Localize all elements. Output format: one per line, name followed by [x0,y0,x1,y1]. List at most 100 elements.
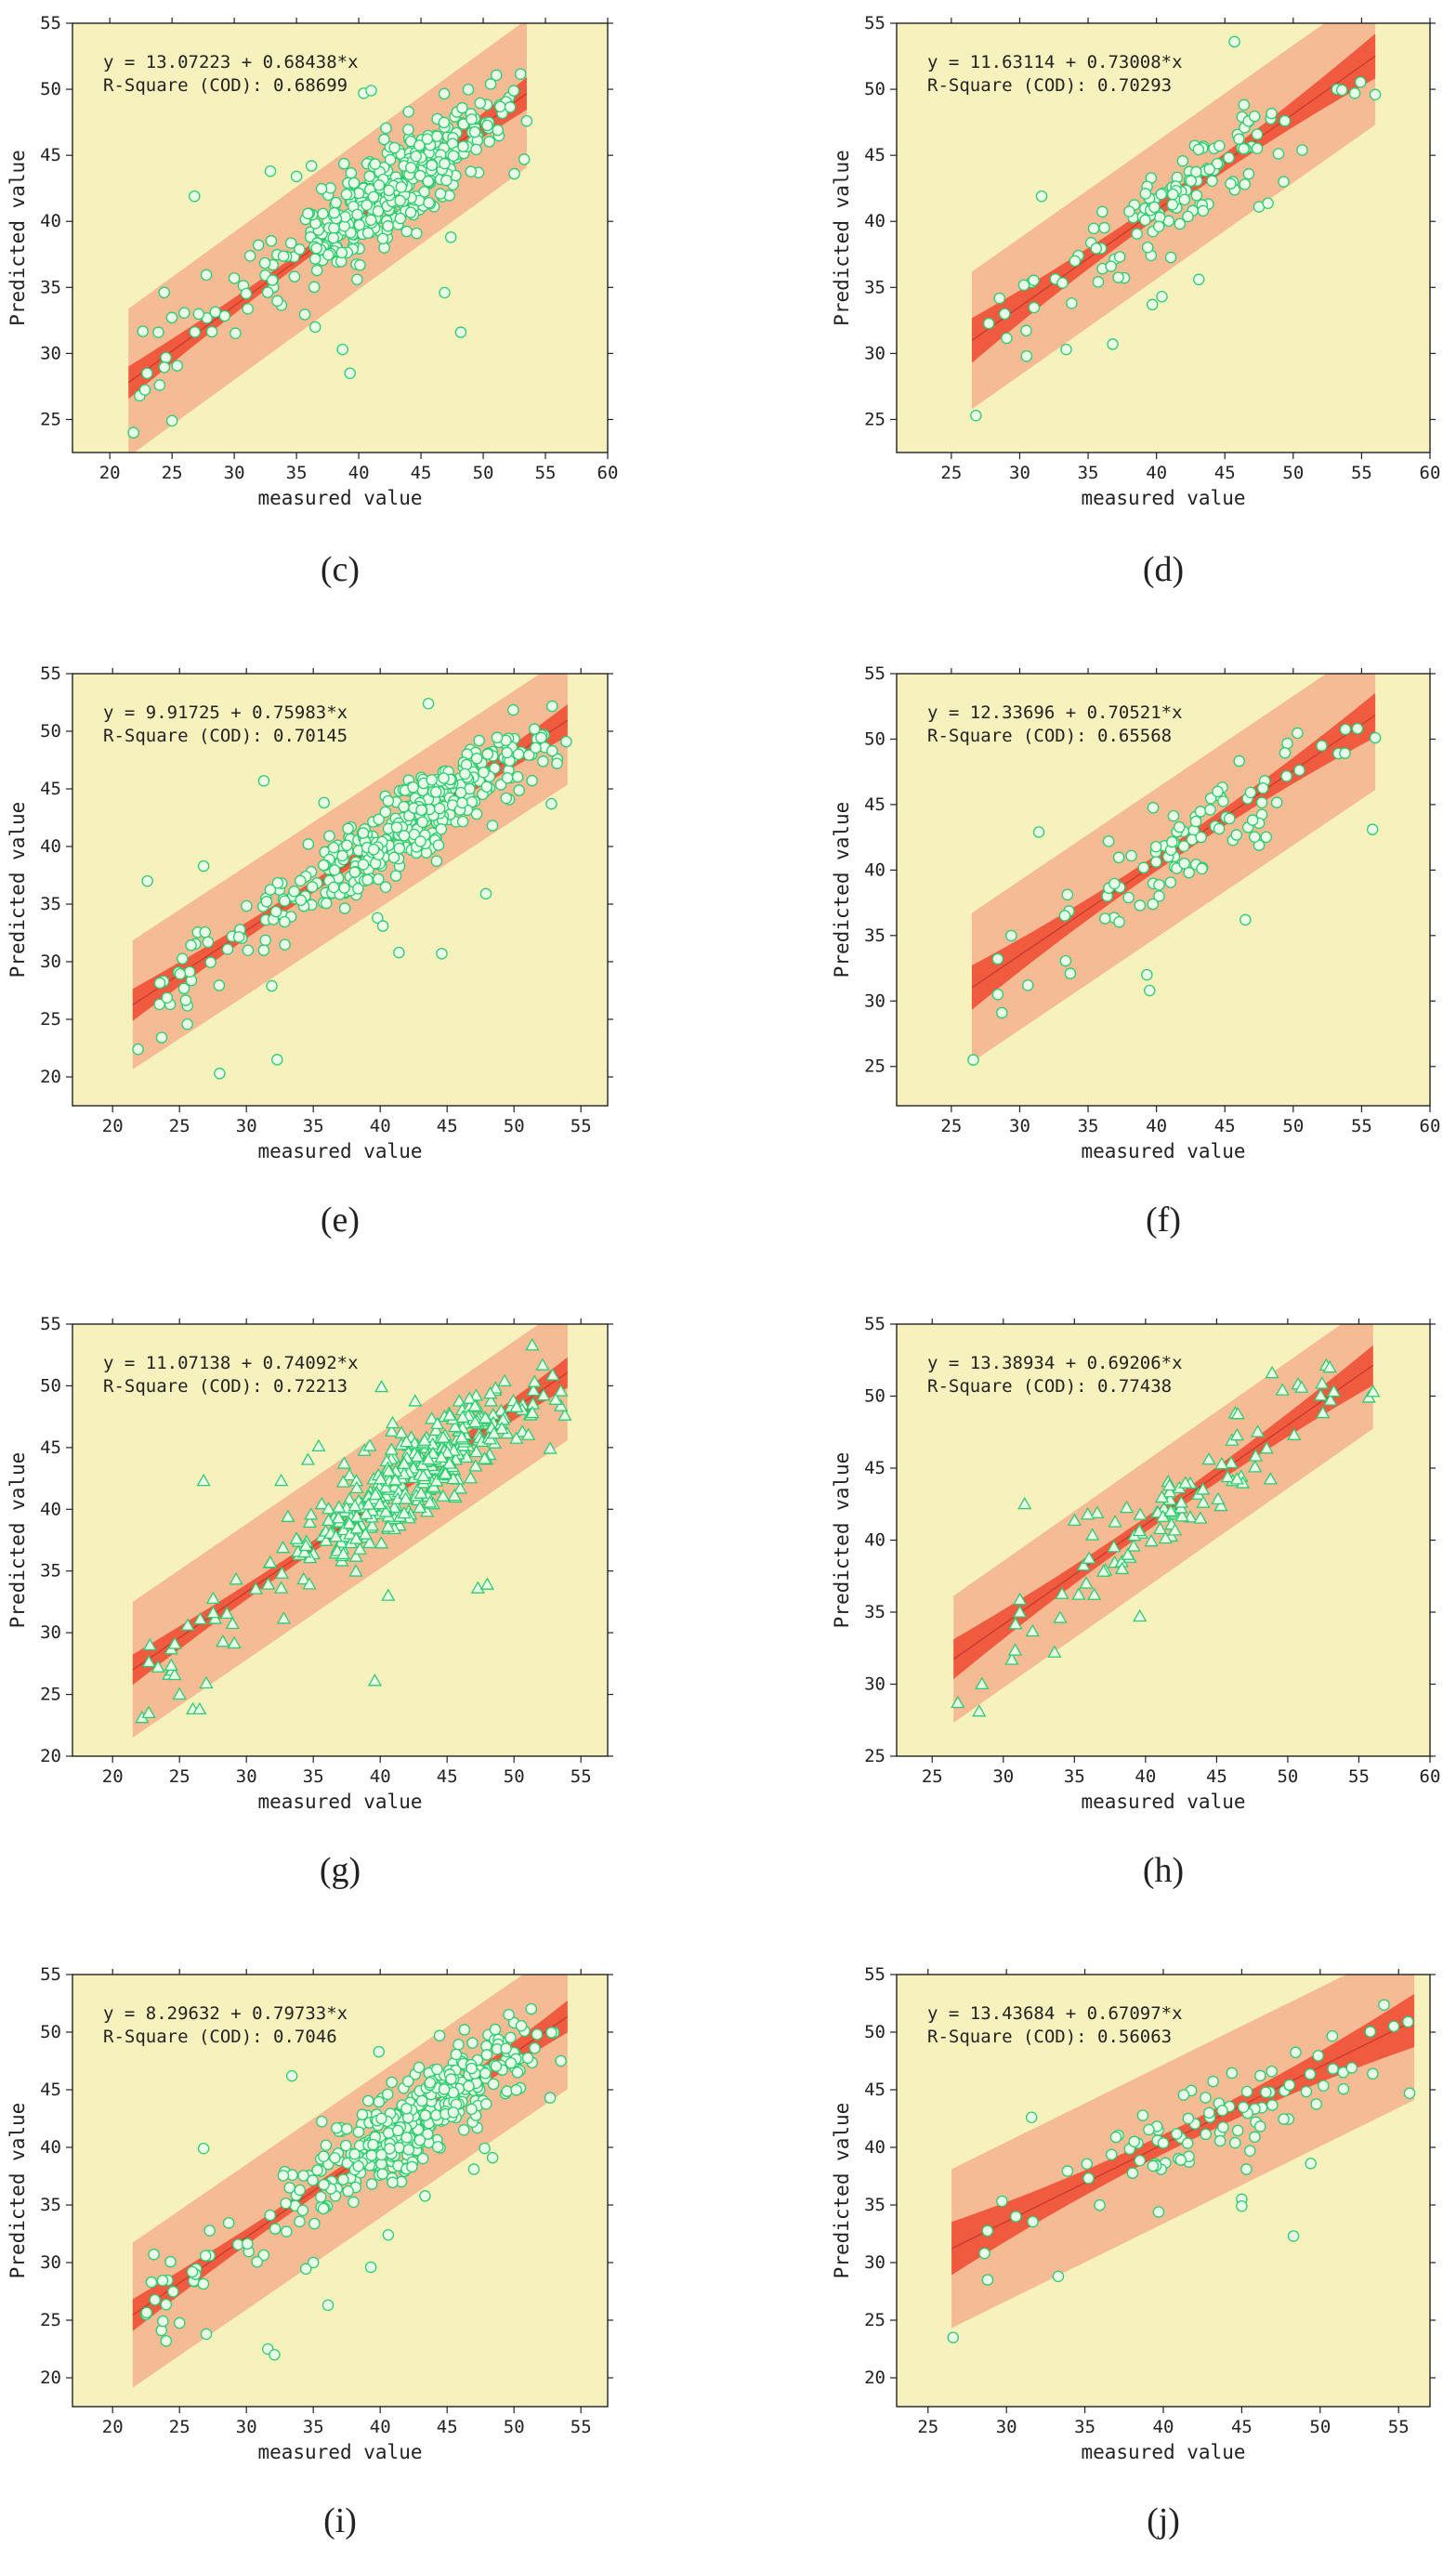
data-point [1348,87,1361,99]
y-axis-label: Predicted value [831,2103,853,2279]
data-point [375,2112,387,2125]
data-point [1279,114,1292,127]
data-point [138,384,151,396]
x-tick-label: 55 [1351,1116,1372,1136]
data-point [1197,204,1210,217]
data-point [478,1411,493,1424]
y-tick-label: 45 [40,779,61,799]
data-point [482,1385,498,1399]
data-point [321,1513,336,1527]
data-point [436,948,448,960]
data-point [417,1433,432,1446]
data-point [1013,1592,1028,1606]
y-tick-label: 55 [40,1314,61,1334]
data-point [1166,198,1179,211]
data-point [423,1495,438,1508]
data-point [205,1591,221,1605]
data-point [1259,1441,1274,1454]
data-point [1131,228,1143,240]
data-point [432,839,445,851]
data-point [991,988,1004,1001]
data-point [1147,802,1160,814]
data-point [536,1387,551,1401]
data-point [344,367,356,379]
y-tick-label: 55 [40,663,61,684]
data-point [202,936,215,949]
data-point [328,206,341,219]
data-point [196,1473,211,1487]
data-point [1153,879,1165,891]
data-point [1213,139,1226,152]
data-point [299,2263,312,2276]
data-point [438,772,450,784]
data-point [553,1384,569,1397]
y-tick-label: 55 [40,1964,61,1985]
data-point [1087,222,1100,235]
data-point [453,2039,465,2051]
data-point [228,272,241,284]
data-point [382,2228,395,2241]
data-point [457,2124,470,2136]
data-point [158,361,171,374]
data-point [1345,2062,1358,2074]
data-point [177,952,189,965]
data-points [135,1338,572,1724]
data-point [1304,2067,1317,2080]
data-point [127,426,139,439]
data-point [388,141,400,154]
data-point [1287,1427,1302,1440]
data-point [364,2261,377,2274]
data-point [257,2249,270,2262]
data-point [1005,929,1017,942]
data-point [294,243,306,256]
y-tick-label: 50 [40,721,61,741]
x-tick-label: 60 [1420,463,1441,483]
data-point [1233,755,1245,768]
plot-frame [72,1323,609,1757]
y-tick-label: 35 [40,277,61,297]
x-tick-label: 50 [1309,2417,1331,2437]
data-point [179,994,192,1006]
data-point [1174,820,1186,833]
data-point [1290,2046,1302,2059]
data-point [365,2178,378,2190]
x-tick-label: 35 [1078,463,1099,483]
data-point [1238,98,1251,112]
data-point [1242,167,1255,180]
data-point [1272,148,1285,160]
data-point [442,1408,457,1421]
data-point [1251,142,1264,154]
data-point [450,2048,463,2061]
x-tick-label: 20 [102,1766,124,1787]
x-tick-label: 25 [940,1116,962,1136]
data-point [214,1068,226,1080]
data-point [1132,1523,1147,1537]
data-point [431,2141,444,2153]
data-point [1278,176,1290,188]
data-point [382,794,395,807]
data-point [535,731,547,744]
data-points [951,1358,1381,1717]
data-point [320,2139,333,2151]
x-tick-label: 45 [437,2417,458,2437]
data-point [438,1466,453,1479]
y-tick-label: 20 [40,1067,61,1087]
data-point [160,2335,173,2347]
y-tick-label: 35 [864,2195,885,2215]
data-point [479,2067,492,2080]
data-point [1174,217,1187,230]
data-point [423,196,435,209]
data-point [271,295,283,308]
regression-equation: y = 9.91725 + 0.75983*x [103,702,348,723]
x-tick-label: 55 [571,1766,592,1787]
y-tick-label: 50 [864,2022,885,2042]
data-point [397,1505,412,1519]
data-point [1177,840,1190,852]
y-tick-label: 20 [40,2368,61,2388]
data-point [398,1491,413,1504]
data-point [1201,1451,1216,1465]
data-point [348,177,361,190]
data-point [271,1054,283,1066]
data-point [380,1519,396,1532]
r-square-annotation: R-Square (COD): 0.70293 [927,75,1172,96]
